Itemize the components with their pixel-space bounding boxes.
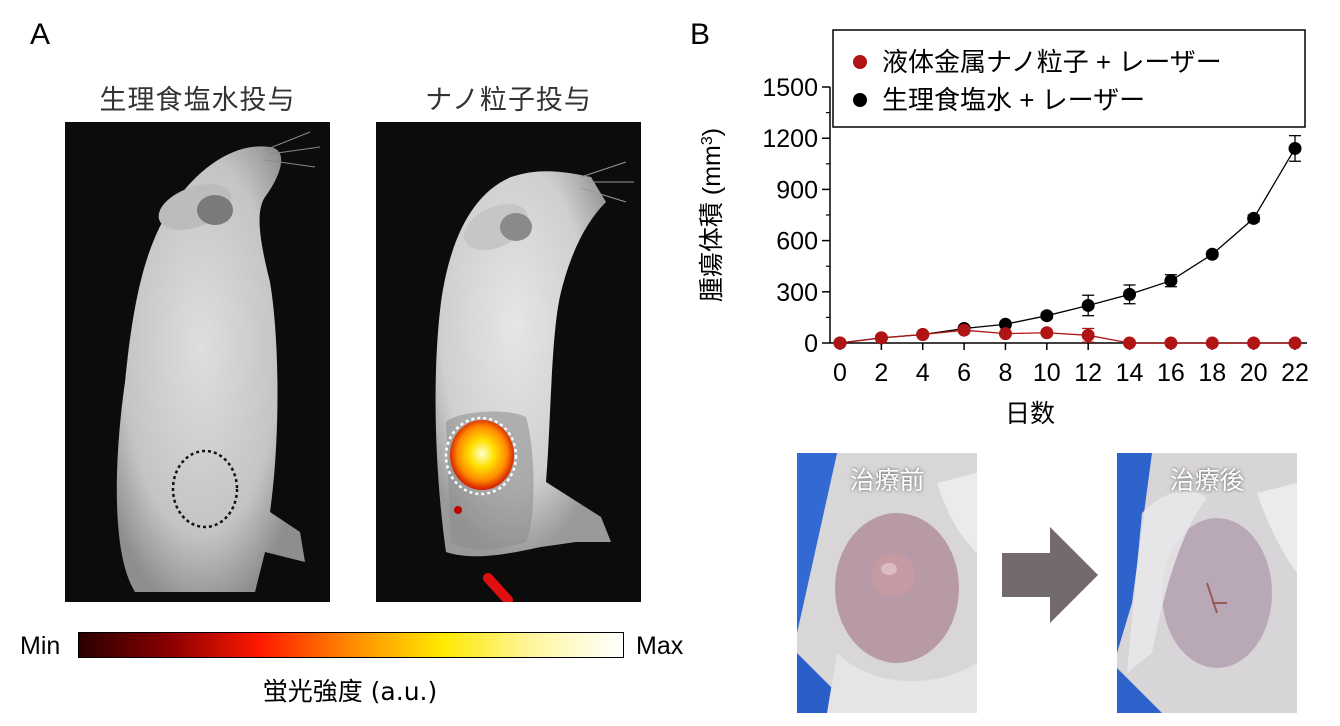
series-1 bbox=[833, 134, 1302, 350]
y-tick-label: 300 bbox=[776, 279, 818, 307]
y-axis-label: 腫瘍体積 (mm3) bbox=[698, 128, 726, 302]
x-axis-label: 日数 bbox=[1005, 400, 1055, 428]
y-tick-label: 600 bbox=[776, 228, 818, 256]
data-point bbox=[1040, 309, 1054, 323]
x-tick-label: 16 bbox=[1157, 359, 1185, 387]
x-tick-label: 14 bbox=[1116, 359, 1144, 387]
data-point bbox=[1123, 287, 1137, 301]
data-point bbox=[833, 336, 847, 350]
legend-marker bbox=[853, 93, 867, 107]
data-point bbox=[957, 323, 971, 337]
panel-a-letter: A bbox=[30, 18, 51, 51]
x-tick-label: 22 bbox=[1281, 359, 1309, 387]
x-tick-label: 8 bbox=[999, 359, 1013, 387]
x-tick-label: 6 bbox=[957, 359, 971, 387]
x-tick-label: 18 bbox=[1198, 359, 1226, 387]
data-point bbox=[1205, 336, 1219, 350]
data-point bbox=[998, 327, 1012, 341]
colorbar-min-label: Min bbox=[20, 632, 61, 660]
data-point bbox=[1040, 326, 1054, 340]
x-tick-label: 0 bbox=[833, 359, 847, 387]
before-treatment-photo: 治療前 bbox=[797, 453, 977, 713]
legend-marker bbox=[853, 55, 867, 69]
fluorescence-colorbar bbox=[78, 632, 624, 658]
mouse-saline-drawing bbox=[116, 131, 321, 592]
data-point bbox=[1123, 336, 1137, 350]
tumor-marker-circle bbox=[444, 416, 518, 496]
fluorescence-hotspot bbox=[450, 420, 514, 490]
saline-image-title: 生理食塩水投与 bbox=[99, 85, 296, 116]
data-point bbox=[1288, 141, 1302, 155]
y-tick-label: 1500 bbox=[762, 74, 818, 102]
panel-b-letter: B bbox=[690, 18, 711, 51]
x-tick-label: 4 bbox=[916, 359, 930, 387]
legend-label: 生理食塩水 + レーザー bbox=[882, 85, 1145, 115]
after-treatment-photo: 治療後 bbox=[1117, 453, 1297, 713]
x-tick-label: 12 bbox=[1074, 359, 1102, 387]
y-tick-label: 0 bbox=[804, 330, 818, 358]
y-tick-label: 900 bbox=[776, 176, 818, 204]
data-point bbox=[874, 331, 888, 345]
series-line bbox=[839, 148, 1296, 344]
y-tick-label: 1200 bbox=[762, 125, 818, 153]
series-line bbox=[839, 329, 1295, 344]
data-point bbox=[1247, 211, 1261, 225]
data-point bbox=[1081, 298, 1095, 312]
x-tick-label: 20 bbox=[1240, 359, 1268, 387]
arrow-right-icon bbox=[1002, 527, 1098, 623]
data-point bbox=[916, 327, 930, 341]
data-point bbox=[1247, 336, 1261, 350]
colorbar-title: 蛍光強度 (a.u.) bbox=[262, 677, 438, 706]
x-tick-label: 2 bbox=[874, 359, 888, 387]
after-treatment-label: 治療後 bbox=[1169, 466, 1245, 495]
saline-fluorescence-image bbox=[65, 122, 330, 602]
nanoparticle-fluorescence-image bbox=[376, 122, 641, 602]
before-treatment-label: 治療前 bbox=[849, 466, 925, 495]
legend-box bbox=[832, 29, 1306, 128]
data-point bbox=[1081, 328, 1095, 342]
data-point bbox=[1288, 336, 1302, 350]
data-point bbox=[1164, 274, 1178, 288]
mouse-nanoparticle-drawing bbox=[435, 161, 634, 602]
tumor-marker-circle bbox=[171, 449, 239, 529]
nanoparticle-image-title: ナノ粒子投与 bbox=[425, 85, 592, 116]
data-point bbox=[1164, 336, 1178, 350]
data-point bbox=[998, 317, 1012, 331]
colorbar-max-label: Max bbox=[636, 632, 684, 660]
legend-label: 液体金属ナノ粒子 + レーザー bbox=[882, 47, 1222, 77]
series-0 bbox=[833, 323, 1302, 350]
x-tick-label: 10 bbox=[1033, 359, 1061, 387]
data-point bbox=[1205, 247, 1219, 261]
